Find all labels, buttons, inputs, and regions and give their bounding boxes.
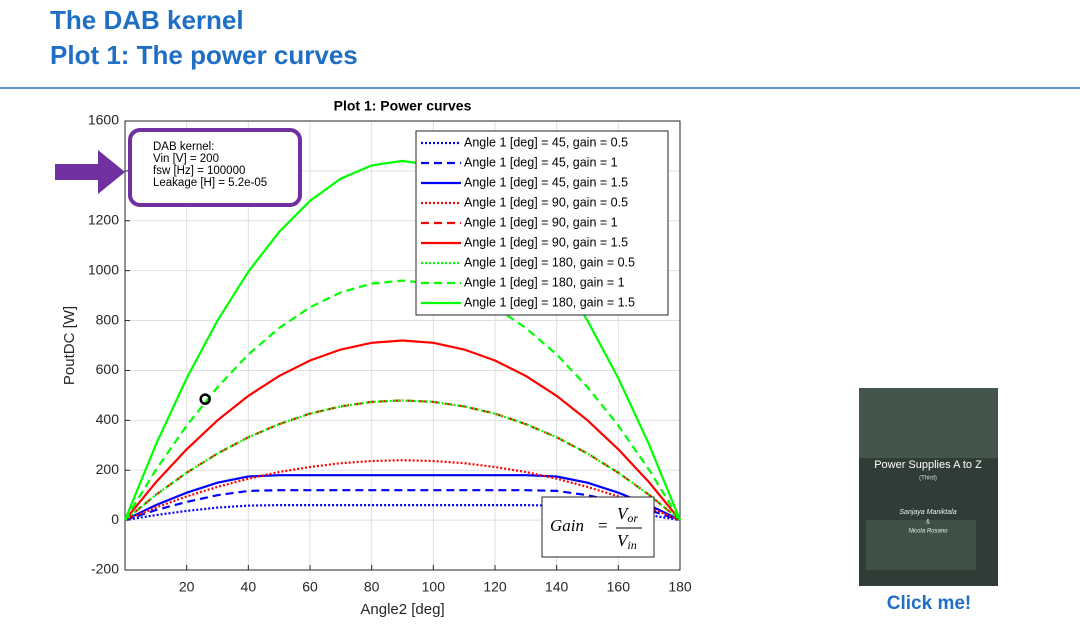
book-edition: (Third) [919, 476, 937, 482]
x-tick-label: 60 [302, 579, 318, 595]
y-tick-label: 1000 [88, 261, 119, 277]
book-board [859, 388, 998, 458]
series-line [124, 504, 681, 522]
series-line [124, 399, 681, 521]
series-line [124, 279, 681, 521]
x-tick-label: 140 [545, 579, 569, 595]
series-line [124, 339, 681, 521]
x-tick-label: 160 [607, 579, 631, 595]
axes-box [124, 120, 681, 571]
chart: -200020040060080010001200140016002040608… [55, 98, 692, 618]
legend-label: Angle 1 [deg] = 45, gain = 1 [464, 155, 618, 169]
x-tick-label: 100 [422, 579, 446, 595]
book-link[interactable]: Click me! [887, 593, 971, 614]
x-tick-label: 120 [483, 579, 507, 595]
annotation-line: DAB kernel: [153, 141, 214, 153]
book-cover[interactable]: Power Supplies A to Z (Third) Sanjaya Ma… [859, 388, 998, 586]
x-tick-label: 80 [364, 579, 380, 595]
y-tick-label: 1600 [88, 112, 119, 128]
data-marker [199, 393, 211, 405]
legend-label: Angle 1 [deg] = 90, gain = 1.5 [464, 235, 628, 249]
x-tick-label: 180 [668, 579, 692, 595]
y-axis-label: PoutDC [W] [61, 306, 78, 385]
y-tick-label: 400 [96, 411, 120, 427]
book-author: Nicola Rosano [908, 529, 948, 535]
annotation-line: Leakage [H] = 5.2e-05 [153, 177, 267, 189]
legend-box [415, 130, 669, 316]
series-line [123, 159, 682, 521]
y-tick-label: 0 [111, 511, 119, 527]
legend-label: Angle 1 [deg] = 45, gain = 1.5 [464, 175, 628, 189]
formula-den: Vin [617, 531, 637, 552]
formula-sub: or [627, 511, 638, 525]
book-board [866, 520, 976, 570]
y-tick-label: 1200 [88, 211, 119, 227]
x-axis-label: Angle2 [deg] [360, 601, 444, 618]
legend-label: Angle 1 [deg] = 180, gain = 1.5 [464, 295, 635, 309]
formula-num: Vor [617, 504, 638, 525]
x-tick-label: 20 [179, 579, 195, 595]
formula-eq: = [598, 516, 608, 535]
chart-title: Plot 1: Power curves [334, 98, 472, 114]
arrow [55, 150, 125, 194]
annotation-line: Vin [V] = 200 [153, 153, 219, 165]
series-line [124, 459, 681, 522]
book-title: Power Supplies A to Z [874, 459, 982, 471]
slide-title: The DAB kernel [50, 5, 244, 35]
legend-label: Angle 1 [deg] = 45, gain = 0.5 [464, 135, 628, 149]
series-line [124, 474, 681, 522]
legend-label: Angle 1 [deg] = 180, gain = 1 [464, 275, 625, 289]
x-tick-label: 40 [241, 579, 257, 595]
formula-sub: in [627, 538, 636, 552]
formula-left: Gain [550, 516, 584, 535]
annotation-line: fsw [Hz] = 100000 [153, 165, 245, 177]
book-author: Sanjaya Maniktala [899, 509, 956, 516]
y-tick-label: 600 [96, 361, 120, 377]
formula-base: V [617, 531, 630, 550]
legend-label: Angle 1 [deg] = 90, gain = 0.5 [464, 195, 628, 209]
annotation-frame [128, 128, 302, 207]
series-line [124, 489, 681, 522]
y-tick-label: 800 [96, 311, 120, 327]
book-and: & [926, 520, 930, 526]
slide-subtitle: Plot 1: The power curves [50, 40, 358, 70]
y-tick-label: -200 [91, 561, 119, 577]
legend-label: Angle 1 [deg] = 180, gain = 0.5 [464, 255, 635, 269]
formula-box [541, 496, 655, 558]
formula-base: V [617, 504, 630, 523]
legend-label: Angle 1 [deg] = 90, gain = 1 [464, 215, 618, 229]
y-tick-label: 200 [96, 461, 120, 477]
